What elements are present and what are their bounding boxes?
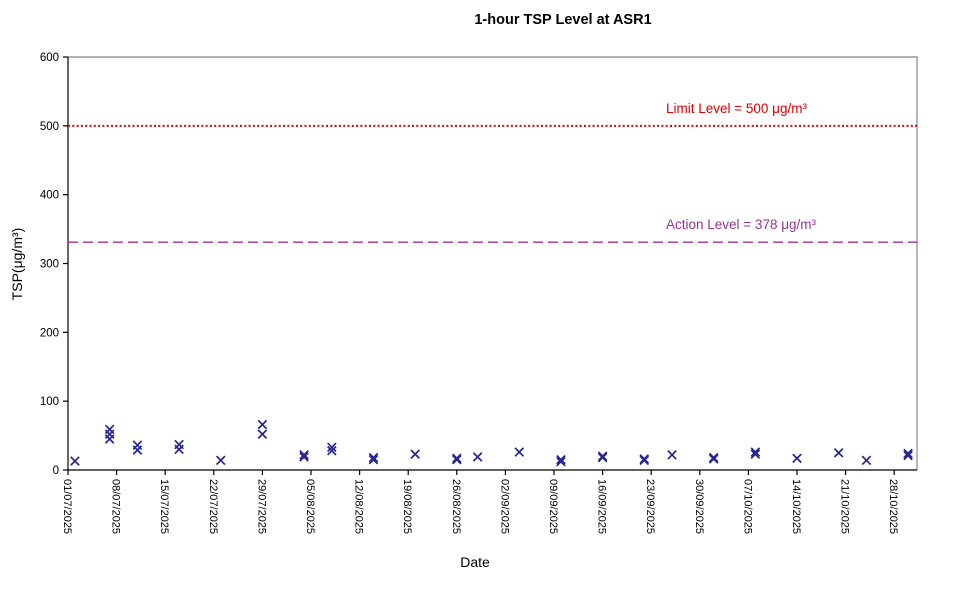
x-tick-label: 21/10/2025 — [839, 479, 851, 534]
y-tick-label: 600 — [40, 52, 59, 64]
x-tick-label: 09/09/2025 — [547, 479, 559, 534]
y-tick-label: 200 — [40, 327, 59, 339]
data-point-marker — [597, 452, 608, 463]
data-point-marker — [667, 450, 677, 460]
data-point-marker — [410, 449, 420, 459]
data-point-marker — [639, 454, 650, 464]
x-tick-label: 05/08/2025 — [304, 479, 316, 534]
data-point-marker — [639, 455, 650, 466]
data-point-marker — [750, 449, 761, 459]
data-point-marker — [597, 451, 608, 462]
data-point-marker — [257, 419, 268, 430]
x-tick-label: 08/07/2025 — [110, 479, 122, 534]
x-tick-label: 07/10/2025 — [741, 479, 753, 534]
data-point-marker — [132, 445, 143, 455]
data-point-marker — [327, 445, 337, 456]
y-tick-label: 500 — [40, 121, 59, 133]
action-level-label: Action Level = 378 μg/m³ — [666, 217, 816, 232]
x-tick-label: 01/07/2025 — [61, 479, 73, 534]
y-tick-label: 100 — [40, 396, 59, 408]
data-point-marker — [556, 454, 566, 465]
x-tick-label: 14/10/2025 — [790, 479, 802, 534]
data-point-marker — [451, 454, 462, 465]
data-point-marker — [861, 455, 872, 466]
data-point-marker — [70, 456, 80, 466]
y-tick-label: 0 — [53, 465, 59, 477]
x-tick-label: 30/09/2025 — [693, 479, 705, 534]
x-tick-label: 15/07/2025 — [158, 479, 170, 534]
data-point-marker — [903, 448, 913, 459]
data-point-marker — [368, 452, 379, 463]
data-point-marker — [299, 450, 309, 460]
x-tick-label: 16/09/2025 — [596, 479, 608, 534]
data-point-marker — [708, 454, 719, 464]
y-tick-label: 300 — [40, 259, 59, 271]
data-point-marker — [792, 453, 802, 464]
data-point-marker — [104, 434, 115, 444]
x-tick-label: 02/09/2025 — [498, 479, 510, 534]
data-point-marker — [903, 450, 913, 461]
data-point-marker — [472, 452, 483, 462]
data-point-marker — [514, 447, 525, 457]
limit-level-label: Limit Level = 500 μg/m³ — [666, 101, 807, 116]
x-tick-label: 19/08/2025 — [401, 479, 413, 534]
x-tick-label: 28/10/2025 — [887, 479, 899, 534]
data-point-marker — [451, 453, 462, 464]
x-tick-label: 23/09/2025 — [644, 479, 656, 534]
x-tick-label: 22/07/2025 — [207, 479, 219, 534]
data-point-marker — [750, 447, 761, 457]
x-tick-label: 26/08/2025 — [450, 479, 462, 534]
x-tick-label: 29/07/2025 — [255, 479, 267, 534]
data-point-marker — [299, 452, 309, 462]
data-point-marker — [368, 454, 379, 465]
x-axis-title: Date — [460, 554, 490, 570]
x-tick-label: 12/08/2025 — [353, 479, 365, 534]
data-point-marker — [215, 455, 226, 466]
y-axis-title: TSP(μg/m³) — [9, 228, 25, 301]
data-point-marker — [833, 447, 844, 458]
data-point-marker — [257, 429, 268, 440]
data-point-marker — [708, 452, 719, 463]
chart-title: 1-hour TSP Level at ASR1 — [474, 12, 652, 28]
data-point-marker — [556, 456, 566, 467]
y-tick-label: 400 — [40, 190, 59, 202]
data-point-marker — [327, 442, 337, 453]
data-point-marker — [174, 444, 184, 455]
plot-frame — [68, 56, 918, 470]
